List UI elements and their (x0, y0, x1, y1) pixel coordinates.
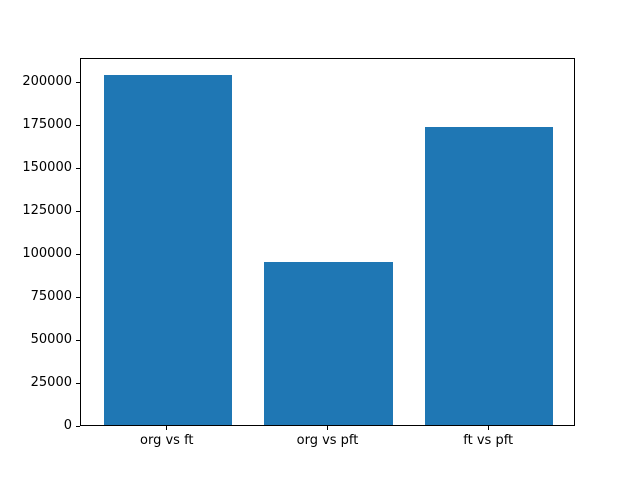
bar-2-org-vs-pft (264, 261, 393, 425)
y-tick-label: 0 (63, 418, 72, 433)
y-tick-label: 175000 (22, 117, 72, 133)
y-tick-label: 125000 (22, 203, 72, 219)
y-tick-mark (76, 167, 80, 169)
y-tick-mark (76, 296, 80, 298)
y-tick-mark (76, 425, 80, 427)
y-tick-label: 100000 (22, 246, 72, 262)
y-tick-label: 50000 (30, 332, 72, 348)
x-tick-label: org vs ft (140, 433, 194, 448)
y-tick-label: 150000 (22, 160, 72, 176)
y-tick-mark (76, 81, 80, 83)
bar-3-ft-vs-pft (424, 127, 554, 425)
bar-1-org-vs-ft (103, 75, 233, 425)
y-tick-mark (76, 124, 80, 126)
x-tick-label: org vs pft (296, 433, 359, 448)
y-tick-label: 25000 (30, 375, 72, 390)
plot-area (80, 58, 575, 426)
y-tick-mark (76, 339, 80, 341)
x-tick-mark (487, 426, 489, 430)
y-tick-label: 75000 (30, 289, 72, 305)
x-tick-label: ft vs pft (463, 433, 514, 448)
y-tick-label: 200000 (22, 74, 72, 90)
x-tick-mark (166, 426, 168, 430)
x-tick-mark (327, 426, 328, 430)
y-tick-mark (76, 210, 80, 212)
y-tick-mark (76, 382, 80, 384)
y-tick-mark (76, 253, 80, 255)
